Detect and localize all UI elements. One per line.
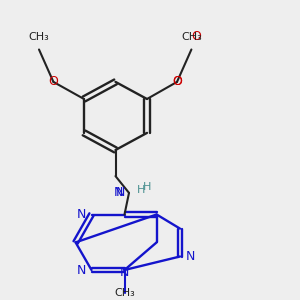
Text: N: N: [120, 266, 129, 279]
Text: N: N: [77, 208, 86, 221]
Text: H: H: [142, 182, 151, 193]
Text: O: O: [191, 30, 201, 44]
Text: O: O: [172, 75, 182, 88]
Text: H: H: [137, 185, 145, 195]
Text: O: O: [172, 75, 182, 88]
Text: CH₃: CH₃: [181, 32, 202, 43]
Text: CH₃: CH₃: [28, 32, 50, 43]
Text: N: N: [185, 250, 195, 263]
Text: N: N: [116, 186, 125, 200]
Text: N: N: [77, 263, 86, 277]
Text: O: O: [49, 75, 58, 88]
Text: N: N: [114, 186, 123, 200]
Text: CH₃: CH₃: [114, 287, 135, 298]
